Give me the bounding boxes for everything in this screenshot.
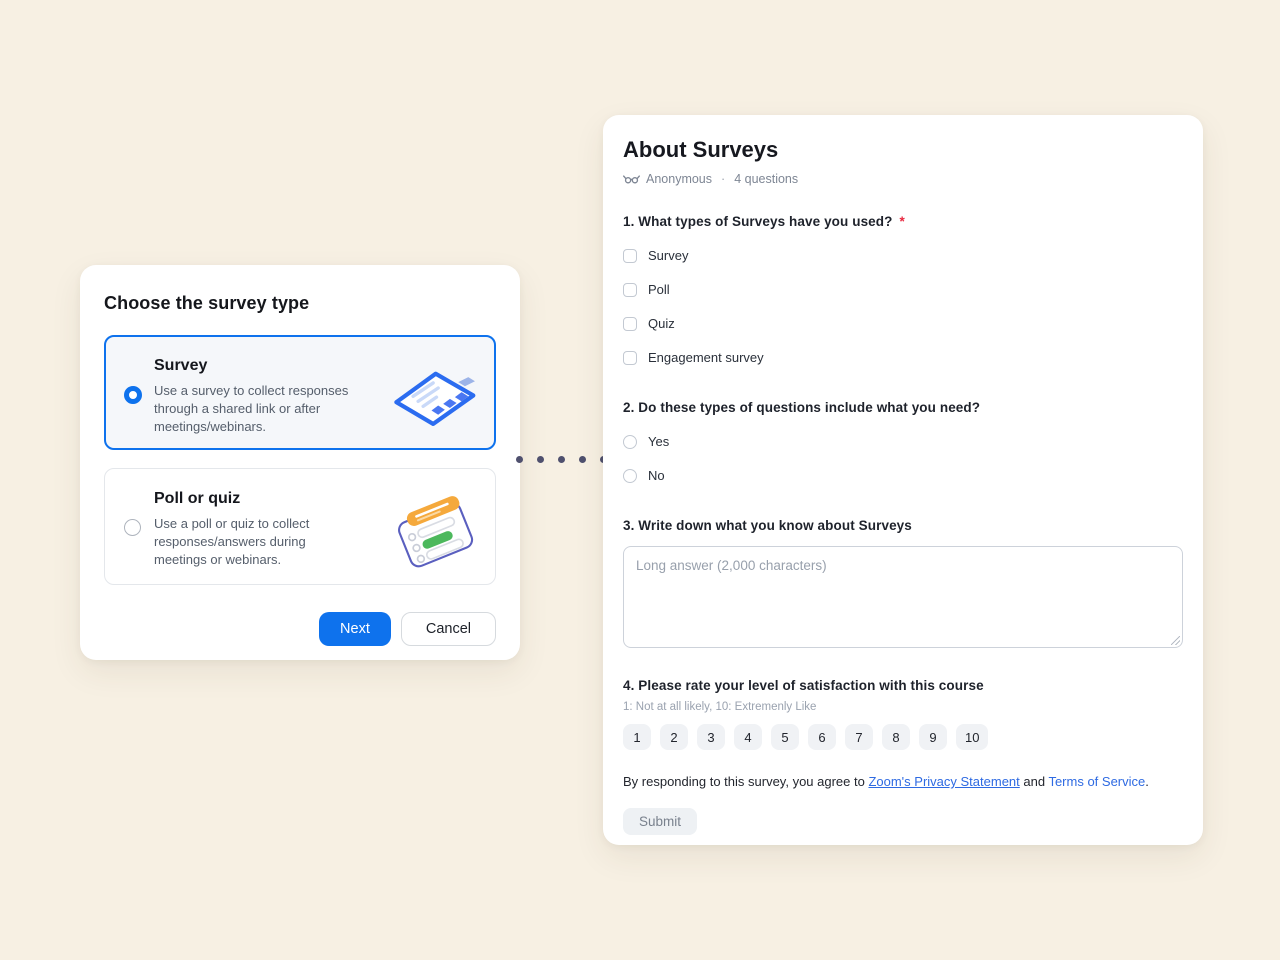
connector-dot <box>537 456 544 463</box>
rating-scale-hint: 1: Not at all likely, 10: Extremenly Lik… <box>623 701 817 713</box>
connector-dots <box>516 456 607 463</box>
survey-preview-card: About Surveys Anonymous · 4 questions 1.… <box>603 115 1203 845</box>
question-1-label: 1. What types of Surveys have you used? * <box>623 214 1183 229</box>
anonymous-glasses-icon <box>623 175 640 184</box>
cancel-button[interactable]: Cancel <box>400 612 496 646</box>
rating-button-9[interactable]: 9 <box>919 724 947 750</box>
next-button[interactable]: Next <box>319 612 391 646</box>
survey-type-option-survey[interactable]: Survey Use a survey to collect responses… <box>104 335 496 450</box>
poll-quiz-illustration <box>398 496 474 568</box>
connector-dot <box>558 456 565 463</box>
rating-scale: 1 2 3 4 5 6 7 8 9 10 <box>623 724 1183 750</box>
survey-option-title: Survey <box>154 357 208 374</box>
connector-dot <box>579 456 586 463</box>
checkbox[interactable] <box>623 248 637 263</box>
checkbox[interactable] <box>623 316 637 331</box>
long-answer-textarea[interactable] <box>623 546 1183 648</box>
checkbox-label: Quiz <box>648 316 675 331</box>
radio[interactable] <box>623 434 637 449</box>
rating-button-3[interactable]: 3 <box>697 724 725 750</box>
radio-option-no[interactable]: No <box>623 468 1183 483</box>
rating-button-4[interactable]: 4 <box>734 724 762 750</box>
choose-survey-type-dialog: Choose the survey type Survey Use a surv… <box>80 265 520 660</box>
radio-poll-unselected[interactable] <box>124 519 141 536</box>
question-2-label: 2. Do these types of questions include w… <box>623 400 981 415</box>
rating-button-2[interactable]: 2 <box>660 724 688 750</box>
poll-option-description: Use a poll or quiz to collect responses/… <box>154 516 310 567</box>
poll-option-title: Poll or quiz <box>154 490 241 507</box>
question-1-text: 1. What types of Surveys have you used? <box>623 214 893 229</box>
checkbox-option-engagement-survey[interactable]: Engagement survey <box>623 350 1183 365</box>
rating-button-8[interactable]: 8 <box>882 724 910 750</box>
checkbox[interactable] <box>623 350 637 365</box>
radio[interactable] <box>623 468 637 483</box>
question-count: 4 questions <box>734 172 799 186</box>
radio-survey-selected[interactable] <box>124 386 142 404</box>
survey-option-description: Use a survey to collect responses throug… <box>154 383 349 434</box>
radio-option-yes[interactable]: Yes <box>623 434 1183 449</box>
rating-button-10[interactable]: 10 <box>956 724 989 750</box>
terms-of-service-link[interactable]: Terms of Service <box>1048 774 1146 789</box>
submit-button[interactable]: Submit <box>623 808 698 835</box>
consent-text-and: and <box>1019 774 1049 789</box>
rating-button-7[interactable]: 7 <box>845 724 873 750</box>
consent-text-prefix: By responding to this survey, you agree … <box>623 774 869 789</box>
consent-note: By responding to this survey, you agree … <box>623 774 1183 789</box>
checkbox[interactable] <box>623 282 637 297</box>
required-asterisk: * <box>899 214 905 229</box>
checkbox-label: Engagement survey <box>648 350 764 365</box>
checkbox-option-quiz[interactable]: Quiz <box>623 316 1183 331</box>
checkbox-label: Survey <box>648 248 689 263</box>
checkbox-option-poll[interactable]: Poll <box>623 282 1183 297</box>
rating-button-1[interactable]: 1 <box>623 724 651 750</box>
survey-illustration <box>394 371 476 427</box>
rating-button-5[interactable]: 5 <box>771 724 799 750</box>
radio-label: No <box>648 468 665 483</box>
radio-label: Yes <box>648 434 670 449</box>
checkbox-label: Poll <box>648 282 670 297</box>
checkbox-option-survey[interactable]: Survey <box>623 248 1183 263</box>
connector-dot <box>516 456 523 463</box>
survey-meta: Anonymous · 4 questions <box>623 172 1183 186</box>
meta-separator: · <box>721 172 726 186</box>
consent-text-suffix: . <box>1145 774 1149 789</box>
question-3-label: 3. Write down what you know about Survey… <box>623 518 912 533</box>
anonymous-label: Anonymous <box>646 172 713 186</box>
question-4-label: 4. Please rate your level of satisfactio… <box>623 678 984 693</box>
survey-type-option-poll-or-quiz[interactable]: Poll or quiz Use a poll or quiz to colle… <box>104 468 496 585</box>
rating-button-6[interactable]: 6 <box>808 724 836 750</box>
dialog-title: Choose the survey type <box>104 293 310 313</box>
survey-title: About Surveys <box>623 137 779 162</box>
privacy-statement-link[interactable]: Zoom's Privacy Statement <box>868 774 1020 789</box>
